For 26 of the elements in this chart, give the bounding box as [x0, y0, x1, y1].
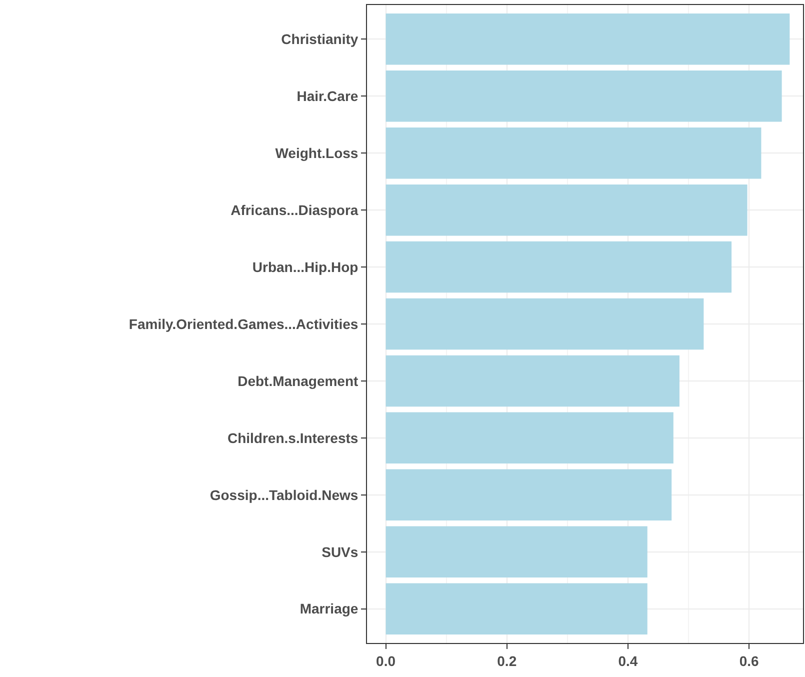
x-tick-label: 0.2	[497, 652, 517, 669]
x-tick-label: 0.4	[618, 652, 638, 669]
y-tick-label: Urban...Hip.Hop	[252, 258, 358, 275]
y-tick-label: SUVs	[322, 544, 358, 560]
bar	[386, 469, 672, 521]
y-tick-label: Hair.Care	[296, 88, 358, 104]
bar	[386, 298, 704, 350]
y-tick-label: Debt.Management	[238, 372, 359, 389]
bar	[386, 355, 680, 407]
bar	[386, 184, 748, 236]
y-tick-label: Children.s.Interests	[227, 430, 358, 446]
y-tick-label: Marriage	[300, 600, 358, 617]
y-tick-label: Christianity	[281, 31, 358, 48]
y-tick-label: Gossip...Tabloid.News	[210, 486, 358, 503]
x-tick-label: 0.6	[739, 652, 760, 669]
x-tick-label: 0.0	[376, 652, 396, 669]
bar	[386, 583, 648, 634]
bar	[386, 412, 674, 464]
bar	[386, 14, 790, 65]
y-tick-label: Weight.Loss	[275, 145, 358, 162]
bar	[386, 526, 648, 578]
y-tick-label: Africans...Diaspora	[230, 202, 358, 218]
bar	[386, 127, 762, 179]
bar	[386, 241, 732, 293]
bar	[386, 70, 782, 122]
y-tick-label: Family.Oriented.Games...Activities	[128, 316, 358, 332]
